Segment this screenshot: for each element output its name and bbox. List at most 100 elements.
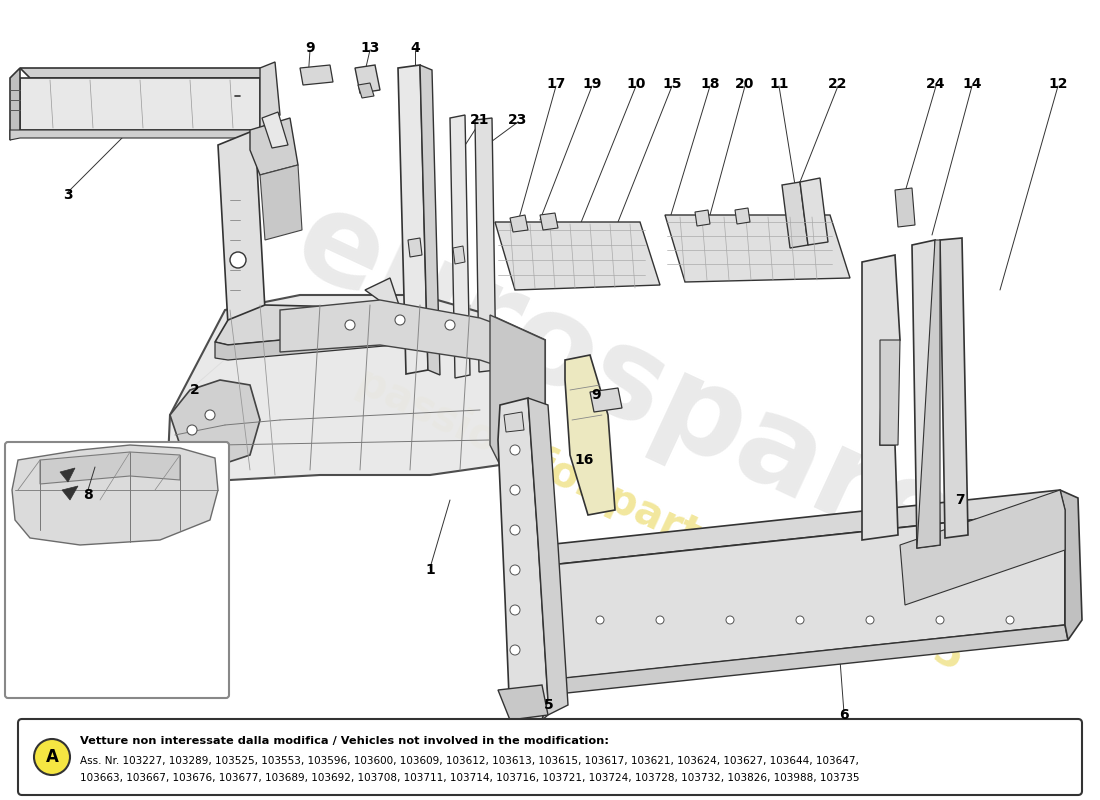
Polygon shape (168, 295, 544, 480)
Polygon shape (917, 240, 940, 548)
Polygon shape (453, 246, 465, 264)
Polygon shape (498, 685, 548, 720)
Circle shape (345, 320, 355, 330)
Text: 12: 12 (1048, 77, 1068, 91)
Circle shape (656, 616, 664, 624)
Text: Vetture non interessate dalla modifica / Vehicles not involved in the modificati: Vetture non interessate dalla modifica /… (80, 736, 609, 746)
FancyBboxPatch shape (18, 719, 1082, 795)
Polygon shape (300, 65, 333, 85)
Polygon shape (495, 222, 660, 290)
Polygon shape (40, 452, 180, 484)
Text: 2: 2 (190, 383, 200, 397)
Text: 9: 9 (591, 388, 601, 402)
Text: 9: 9 (305, 41, 315, 55)
Text: 20: 20 (735, 77, 755, 91)
Circle shape (866, 616, 874, 624)
Polygon shape (900, 490, 1065, 605)
Polygon shape (565, 355, 615, 515)
Text: 24: 24 (926, 77, 946, 91)
Polygon shape (510, 215, 528, 232)
Polygon shape (170, 380, 260, 465)
Polygon shape (695, 210, 710, 226)
Polygon shape (880, 340, 900, 445)
Polygon shape (408, 238, 422, 257)
Polygon shape (862, 255, 900, 540)
Polygon shape (666, 215, 850, 282)
Polygon shape (895, 188, 915, 227)
Text: 8: 8 (84, 488, 92, 502)
Polygon shape (10, 130, 260, 140)
Circle shape (1006, 616, 1014, 624)
Text: 10: 10 (626, 77, 646, 91)
Text: 18: 18 (701, 77, 719, 91)
Polygon shape (735, 208, 750, 224)
Text: 19: 19 (582, 77, 602, 91)
Circle shape (510, 525, 520, 535)
Text: 17: 17 (547, 77, 565, 91)
Circle shape (205, 410, 214, 420)
Text: 15: 15 (662, 77, 682, 91)
Polygon shape (365, 278, 400, 308)
Polygon shape (800, 178, 828, 245)
Text: 21: 21 (471, 113, 490, 127)
Polygon shape (214, 330, 395, 360)
Circle shape (510, 605, 520, 615)
Text: 1: 1 (425, 563, 435, 577)
Polygon shape (358, 83, 374, 98)
Text: 23: 23 (508, 113, 528, 127)
Polygon shape (12, 445, 218, 545)
Circle shape (510, 565, 520, 575)
Text: A: A (45, 748, 58, 766)
Text: 7: 7 (955, 493, 965, 507)
Circle shape (796, 616, 804, 624)
Polygon shape (260, 165, 302, 240)
Circle shape (446, 320, 455, 330)
Circle shape (936, 616, 944, 624)
Polygon shape (250, 118, 298, 175)
Text: 103663, 103667, 103676, 103677, 103689, 103692, 103708, 103711, 103714, 103716, : 103663, 103667, 103676, 103677, 103689, … (80, 773, 859, 783)
Polygon shape (280, 300, 540, 380)
Text: 3: 3 (63, 188, 73, 202)
Text: 11: 11 (769, 77, 789, 91)
Polygon shape (538, 545, 550, 698)
Circle shape (395, 315, 405, 325)
Polygon shape (398, 65, 428, 374)
Text: 6: 6 (839, 708, 849, 722)
Polygon shape (262, 112, 288, 148)
Polygon shape (1060, 490, 1082, 640)
Circle shape (510, 445, 520, 455)
Text: 4: 4 (410, 41, 420, 55)
Circle shape (596, 616, 604, 624)
Circle shape (34, 739, 70, 775)
Text: 5: 5 (544, 698, 554, 712)
Polygon shape (940, 238, 968, 538)
Circle shape (230, 252, 246, 268)
Polygon shape (10, 68, 20, 140)
Text: 14: 14 (962, 77, 981, 91)
Polygon shape (420, 65, 440, 375)
Polygon shape (540, 213, 558, 230)
Circle shape (187, 425, 197, 435)
Circle shape (510, 485, 520, 495)
Polygon shape (544, 490, 1065, 565)
Polygon shape (544, 625, 1068, 695)
Polygon shape (355, 65, 380, 93)
Polygon shape (20, 68, 270, 78)
Polygon shape (62, 486, 78, 500)
Polygon shape (490, 315, 544, 465)
Circle shape (726, 616, 734, 624)
Polygon shape (260, 62, 280, 130)
Polygon shape (912, 240, 940, 548)
Polygon shape (450, 115, 470, 378)
Polygon shape (528, 398, 568, 720)
Polygon shape (504, 412, 524, 432)
Polygon shape (20, 78, 260, 130)
Polygon shape (498, 398, 548, 720)
Polygon shape (60, 468, 75, 482)
Text: passion for parts since 1985: passion for parts since 1985 (350, 361, 970, 679)
Text: 13: 13 (361, 41, 379, 55)
Text: 22: 22 (828, 77, 848, 91)
Polygon shape (590, 388, 621, 412)
Text: Ass. Nr. 103227, 103289, 103525, 103553, 103596, 103600, 103609, 103612, 103613,: Ass. Nr. 103227, 103289, 103525, 103553,… (80, 756, 859, 766)
Polygon shape (544, 510, 1065, 680)
